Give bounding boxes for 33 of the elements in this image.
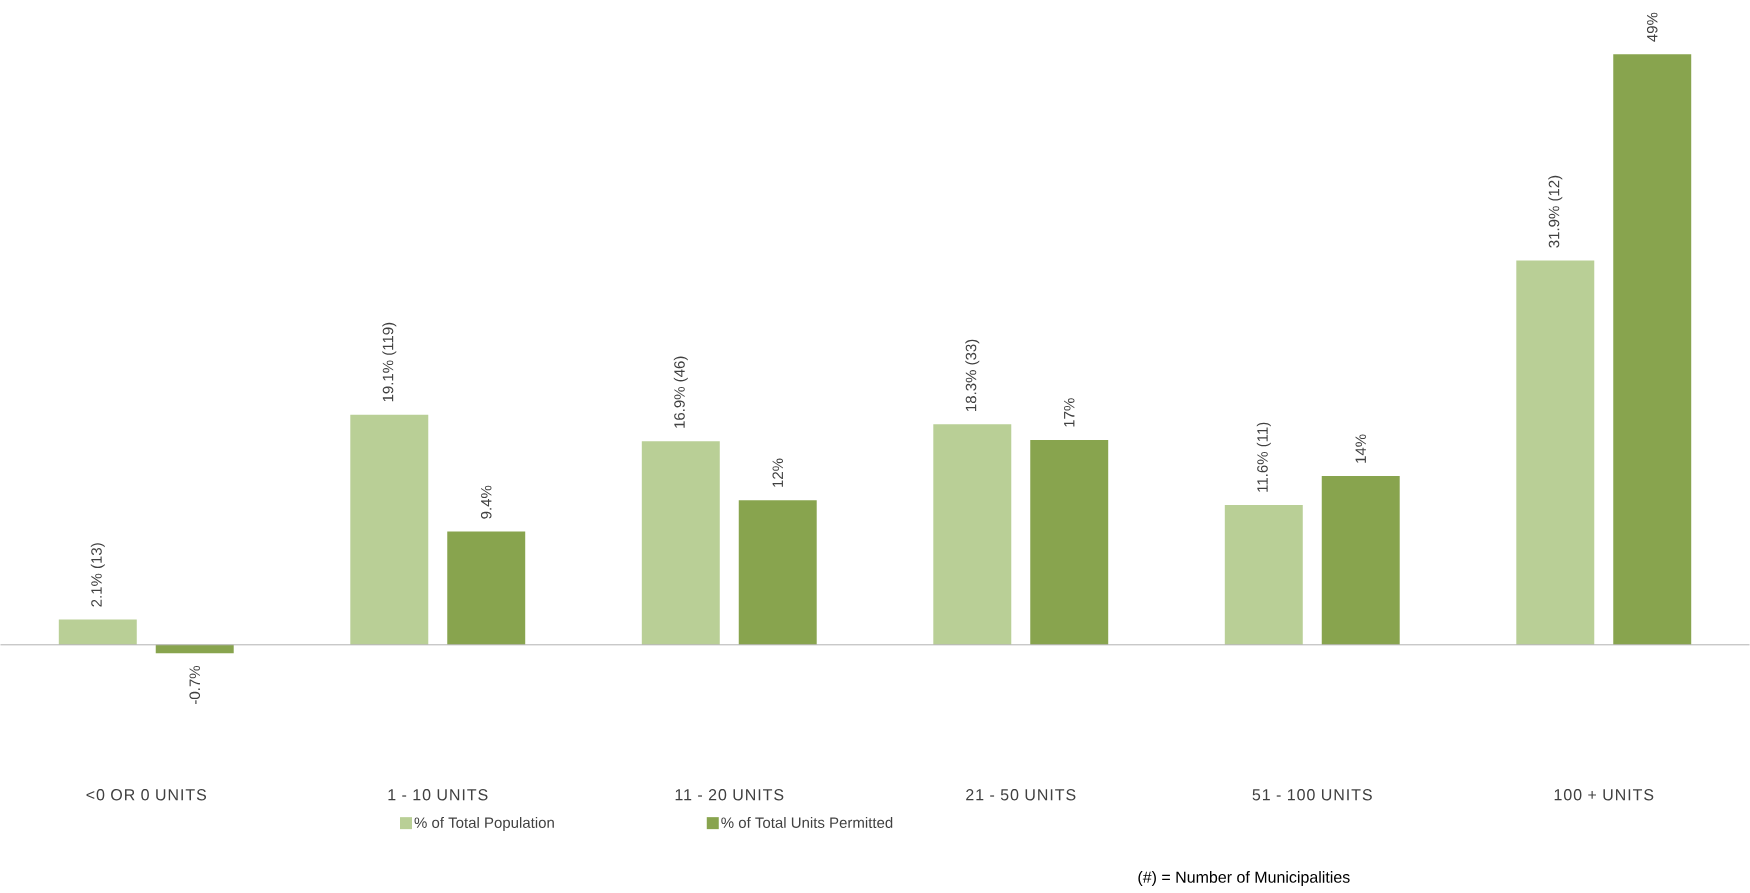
- bar: [350, 414, 429, 646]
- bar: [1224, 505, 1303, 646]
- data-label: 12%: [772, 458, 784, 488]
- bar: [1321, 476, 1400, 646]
- x-tick-label: 1 - 10 UNITS: [388, 789, 488, 801]
- bar: [1030, 440, 1109, 646]
- bar: [641, 441, 720, 646]
- legend-label: % of Total Units Permitted: [721, 817, 893, 829]
- data-label: 49%: [1646, 12, 1658, 43]
- bar: [447, 531, 526, 646]
- x-tick-label: 11 - 20 UNITS: [675, 789, 784, 801]
- legend-label: % of Total Population: [414, 817, 554, 832]
- data-label: 19.1% (119): [382, 323, 397, 402]
- data-label: 16.9% (46): [673, 356, 688, 429]
- x-tick-label: 100 + UNITS: [1554, 789, 1654, 801]
- data-label: 31.9% (12): [1548, 176, 1563, 248]
- bar: [1613, 54, 1692, 646]
- data-label: 9.4%: [480, 485, 492, 519]
- x-tick-label: <0 OR 0 UNITS: [86, 789, 207, 801]
- data-label: 2.1% (13): [90, 543, 105, 607]
- x-tick-label: 51 - 100 UNITS: [1252, 789, 1372, 801]
- bar: [58, 619, 137, 646]
- bar: [933, 424, 1012, 646]
- x-tick-label: 21 - 50 UNITS: [966, 789, 1076, 801]
- bar: [1516, 260, 1595, 646]
- bar: [738, 500, 817, 646]
- text: (#) = Number of Municipalities: [1138, 871, 1350, 887]
- data-label: 11.6% (11): [1256, 422, 1271, 492]
- data-label: -0.7%: [189, 666, 201, 705]
- data-label: 17%: [1064, 398, 1075, 427]
- bar: [155, 645, 234, 654]
- data-label: 18.3% (33): [965, 339, 980, 412]
- data-label: 14%: [1355, 434, 1366, 463]
